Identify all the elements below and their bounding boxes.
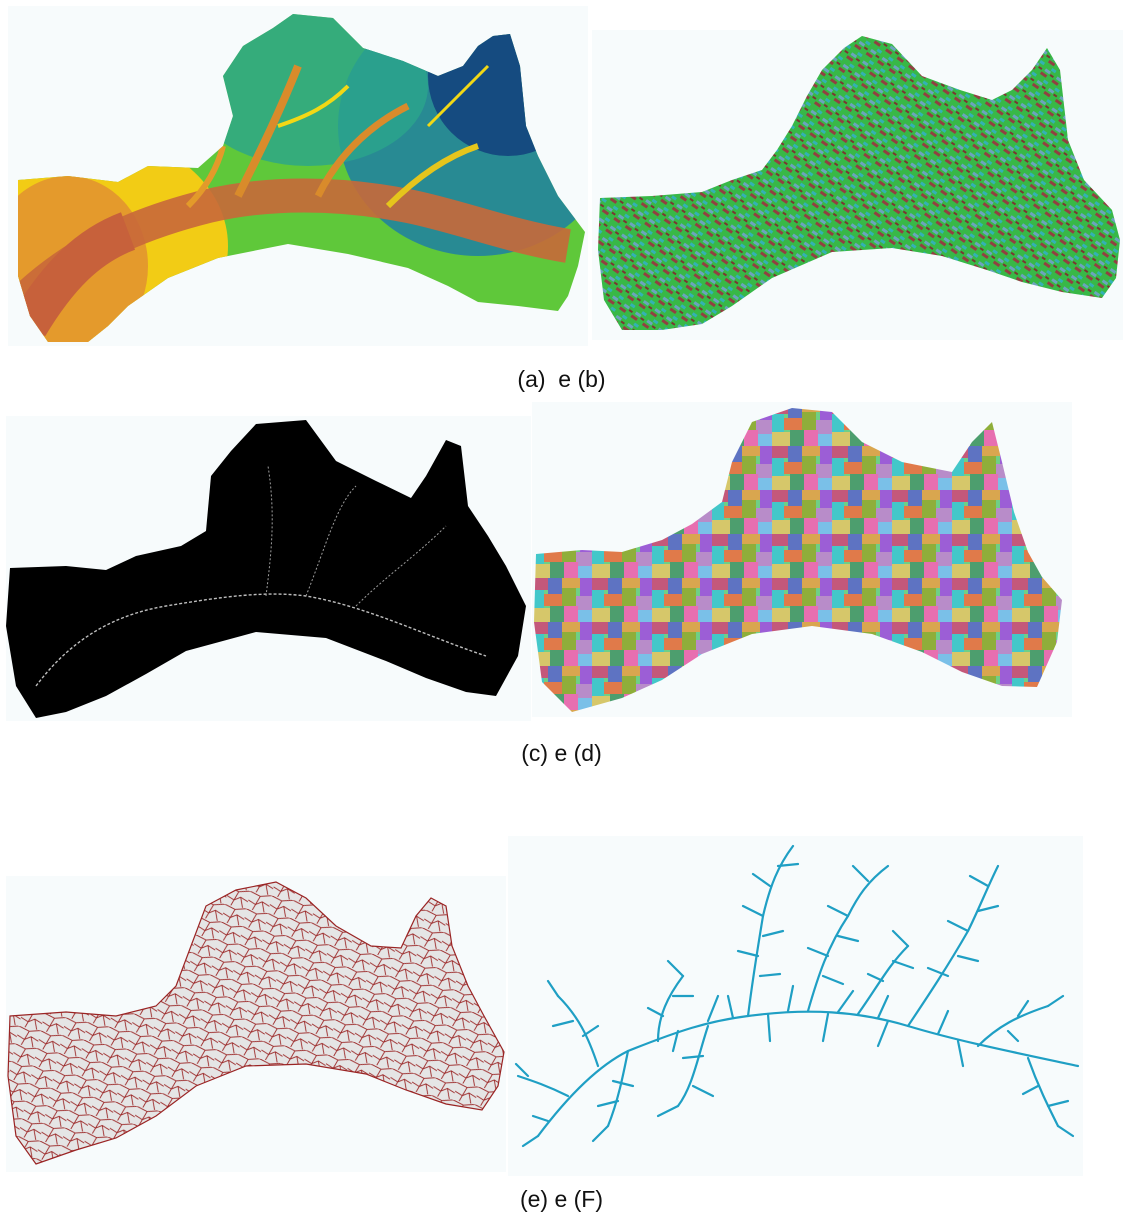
flow-accumulation-map: [6, 420, 526, 718]
panel-c-flow-accumulation: [6, 416, 531, 721]
flow-direction-map: [598, 36, 1120, 330]
panel-a-elevation: [8, 6, 588, 346]
panel-d-catchment-grid: [532, 402, 1072, 717]
caption-row-1: (a) e (b): [517, 366, 606, 392]
caption-row-3: (e) e (F): [519, 1186, 604, 1212]
panel-b-flow-direction: [592, 30, 1123, 340]
elevation-dem-map: [18, 14, 585, 342]
panel-e-catchment-polygons: [6, 876, 506, 1172]
catchment-polygon-map: [7, 881, 505, 1165]
catchment-grid-map: [534, 408, 1062, 712]
caption-row-2: (c) e (d): [521, 740, 602, 766]
drainage-line-map: [514, 844, 1080, 1148]
panel-f-drainage-lines: [508, 836, 1083, 1176]
